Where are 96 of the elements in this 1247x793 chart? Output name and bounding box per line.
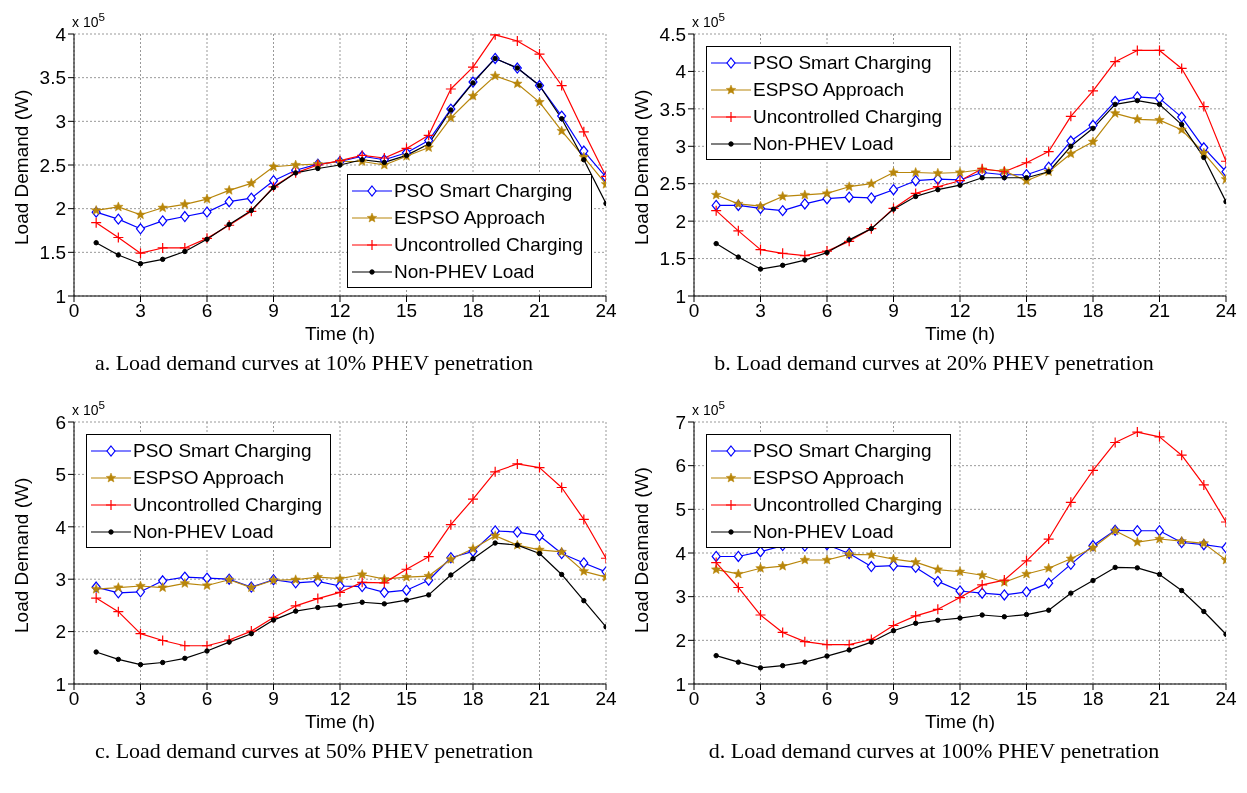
y-tick-label: 1 — [675, 673, 686, 695]
legend-label: Uncontrolled Charging — [133, 493, 323, 516]
text: x 10$^{5}$ — [72, 10, 105, 30]
y-tick-label: 1 — [675, 285, 686, 307]
y-tick-label: 6 — [675, 455, 686, 477]
legend-label: Non-PHEV Load — [753, 520, 894, 543]
x-tick-label: 6 — [201, 300, 213, 322]
y-axis-title: Load Demand (W) — [10, 477, 32, 633]
x-tick-label: 9 — [888, 300, 899, 322]
y-tick-label: 3 — [675, 586, 686, 608]
x-tick-label: 18 — [1082, 688, 1104, 710]
x-tick-label: 18 — [1082, 300, 1104, 322]
x-tick-label: 6 — [821, 300, 833, 322]
text: c. Load demand curves at 50% PHEV penetration — [93, 738, 535, 765]
x-tick-label: 18 — [462, 300, 484, 322]
y-axis-title: Load Deamand (W) — [630, 467, 652, 633]
x-tick-label: 3 — [135, 300, 146, 322]
y-tick-label: 4 — [675, 61, 687, 83]
legend-label: Uncontrolled Charging — [753, 105, 943, 128]
y-tick-label: 5 — [675, 499, 686, 521]
text: x 10$^{5}$ — [692, 10, 725, 30]
legend-label: ESPSO Approach — [133, 466, 285, 489]
y-tick-label: 4.5 — [659, 23, 686, 45]
y-axis-title: Load Demand (W) — [630, 89, 652, 245]
text: a. Load demand curves at 10% PHEV penetration — [93, 350, 535, 377]
x-tick-label: 3 — [755, 300, 766, 322]
y-tick-label: 6 — [55, 411, 66, 433]
y-tick-label: 3 — [55, 111, 66, 133]
x-tick-label: 6 — [201, 688, 213, 710]
legend-label: PSO Smart Charging — [393, 179, 573, 202]
text: x 10$^{5}$ — [72, 398, 105, 418]
x-tick-label: 24 — [1215, 688, 1237, 710]
x-tick-label: 0 — [68, 688, 80, 710]
x-tick-label: 0 — [688, 688, 700, 710]
x-axis-title: Time (h) — [924, 711, 996, 732]
x-tick-label: 9 — [888, 688, 899, 710]
x-tick-label: 9 — [268, 300, 279, 322]
y-axis-title: Load Demand (W) — [10, 89, 32, 245]
y-tick-label: 3 — [675, 136, 686, 158]
x-tick-label: 24 — [595, 300, 617, 322]
text: x 10$^{5}$ — [692, 398, 725, 418]
x-tick-label: 15 — [395, 300, 418, 322]
text: b. Load demand curves at 20% PHEV penetration — [713, 350, 1155, 377]
legend-label: PSO Smart Charging — [753, 51, 932, 74]
x-tick-label: 9 — [268, 688, 279, 710]
x-axis-title: Time (h) — [304, 323, 376, 344]
y-tick-label: 4 — [675, 542, 687, 564]
y-tick-label: 7 — [675, 411, 686, 433]
legend-label: ESPSO Approach — [753, 466, 905, 489]
y-tick-label: 2.5 — [659, 173, 686, 195]
x-tick-label: 6 — [821, 688, 833, 710]
legend-label: Uncontrolled Charging — [753, 493, 943, 516]
y-tick-label: 3.5 — [39, 67, 66, 89]
legend-label: Non-PHEV Load — [753, 132, 894, 155]
y-tick-label: 2 — [55, 621, 66, 643]
y-tick-label: 1 — [55, 673, 66, 695]
y-tick-label: 2 — [55, 198, 66, 220]
x-tick-label: 21 — [1148, 688, 1171, 710]
legend-label: ESPSO Approach — [393, 206, 545, 229]
text: d. Load demand curves at 100% PHEV penetration — [707, 738, 1161, 765]
x-tick-label: 21 — [1148, 300, 1171, 322]
y-tick-label: 1.5 — [39, 242, 66, 264]
y-tick-label: 3.5 — [659, 98, 686, 120]
x-tick-label: 18 — [462, 688, 484, 710]
x-axis-title: Time (h) — [304, 711, 376, 732]
x-tick-label: 0 — [688, 300, 700, 322]
x-tick-label: 15 — [1015, 688, 1038, 710]
legend-label: Uncontrolled Charging — [393, 233, 583, 256]
y-tick-label: 1.5 — [659, 248, 686, 270]
y-tick-label: 4 — [55, 516, 67, 538]
legend-label: PSO Smart Charging — [753, 439, 932, 462]
x-tick-label: 24 — [1215, 300, 1237, 322]
x-tick-label: 0 — [68, 300, 80, 322]
x-tick-label: 21 — [528, 300, 551, 322]
legend-label: ESPSO Approach — [753, 78, 905, 101]
y-tick-label: 5 — [55, 464, 66, 486]
x-tick-label: 15 — [395, 688, 418, 710]
x-tick-label: 21 — [528, 688, 551, 710]
x-tick-label: 3 — [755, 688, 766, 710]
y-tick-label: 2.5 — [39, 154, 66, 176]
y-tick-label: 3 — [55, 568, 66, 590]
y-tick-label: 1 — [55, 285, 66, 307]
legend-label: Non-PHEV Load — [133, 520, 274, 543]
x-tick-label: 24 — [595, 688, 617, 710]
x-tick-label: 12 — [329, 688, 351, 710]
x-tick-label: 15 — [1015, 300, 1038, 322]
y-tick-label: 2 — [675, 630, 686, 652]
x-axis-title: Time (h) — [924, 323, 996, 344]
x-tick-label: 12 — [949, 688, 971, 710]
y-tick-label: 4 — [55, 23, 67, 45]
legend-label: PSO Smart Charging — [133, 439, 312, 462]
x-tick-label: 12 — [949, 300, 971, 322]
y-tick-label: 2 — [675, 210, 686, 232]
x-tick-label: 12 — [329, 300, 351, 322]
x-tick-label: 3 — [135, 688, 146, 710]
legend-label: Non-PHEV Load — [393, 260, 535, 283]
